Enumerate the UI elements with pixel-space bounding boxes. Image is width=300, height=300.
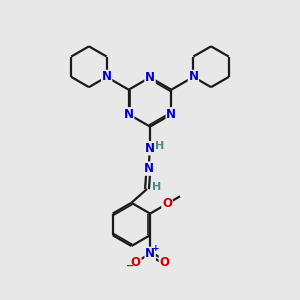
Text: O: O [159, 256, 170, 268]
Text: H: H [155, 141, 164, 151]
Text: +: + [152, 244, 159, 253]
Text: −: − [126, 261, 134, 271]
Text: N: N [143, 162, 154, 175]
Text: N: N [124, 108, 134, 121]
Text: N: N [145, 142, 155, 155]
Text: N: N [145, 247, 155, 260]
Text: N: N [166, 108, 176, 121]
Text: H: H [152, 182, 161, 192]
Text: O: O [131, 256, 141, 268]
Text: N: N [145, 71, 155, 84]
Text: N: N [102, 70, 112, 83]
Text: N: N [188, 70, 198, 83]
Text: O: O [162, 197, 172, 210]
